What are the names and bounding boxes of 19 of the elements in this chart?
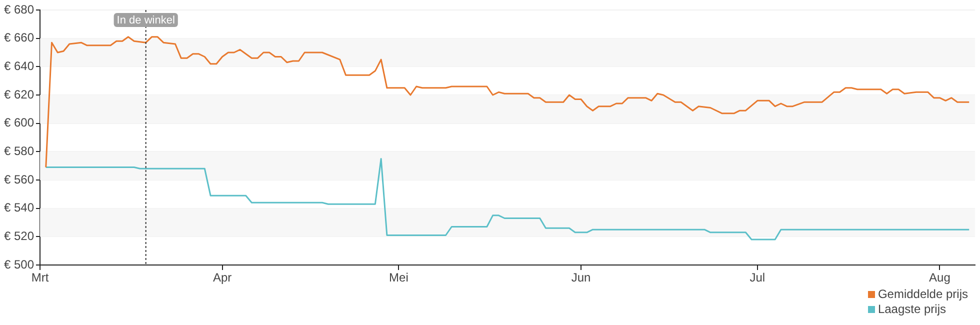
y-tick-label: € 620 <box>4 87 34 102</box>
y-tick-label: € 540 <box>4 200 34 215</box>
x-tick-label: Jul <box>750 270 766 285</box>
y-tick-label: € 560 <box>4 172 34 186</box>
y-tick-label: € 520 <box>4 228 34 243</box>
legend-label: Laagste prijs <box>878 302 946 317</box>
x-tick-label: Jun <box>571 270 591 285</box>
y-tick-label: € 580 <box>4 144 34 158</box>
y-tick-label: € 680 <box>4 2 34 16</box>
y-tick-label: € 640 <box>4 58 34 73</box>
x-tick-label: Mrt <box>31 270 50 285</box>
legend-label: Gemiddelde prijs <box>878 287 968 302</box>
ref-line-label: In de winkel <box>116 14 175 27</box>
y-tick-label: € 660 <box>4 30 34 45</box>
x-tick-label: Apr <box>212 270 232 285</box>
x-tick-label: Mei <box>389 270 408 285</box>
y-tick-label: € 600 <box>4 116 34 130</box>
x-tick-label: Aug <box>929 270 950 285</box>
y-tick-label: € 500 <box>4 257 34 272</box>
